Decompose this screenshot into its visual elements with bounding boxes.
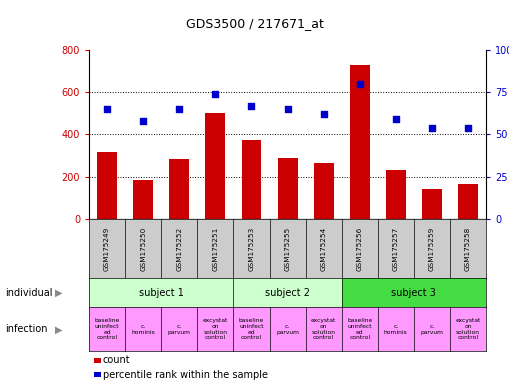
- Text: ▶: ▶: [55, 324, 62, 334]
- Text: individual: individual: [5, 288, 52, 298]
- Text: GSM175254: GSM175254: [321, 227, 327, 271]
- Point: [175, 106, 183, 112]
- Point: [320, 111, 328, 117]
- Text: baseline
uninfect
ed
control: baseline uninfect ed control: [239, 318, 264, 341]
- Point: [284, 106, 292, 112]
- Text: c.
hominis: c. hominis: [131, 324, 155, 335]
- Text: excystat
on
solution
control: excystat on solution control: [456, 318, 480, 341]
- Point: [247, 103, 256, 109]
- Bar: [422, 189, 442, 219]
- Text: GSM175256: GSM175256: [357, 227, 363, 271]
- Text: c.
hominis: c. hominis: [384, 324, 408, 335]
- Point: [392, 116, 400, 122]
- Text: GSM175253: GSM175253: [248, 227, 254, 271]
- Bar: [242, 140, 262, 219]
- Text: baseline
uninfect
ed
control: baseline uninfect ed control: [347, 318, 373, 341]
- Text: percentile rank within the sample: percentile rank within the sample: [103, 370, 268, 380]
- Bar: [458, 184, 478, 219]
- Text: c.
parvum: c. parvum: [276, 324, 299, 335]
- Bar: [350, 65, 370, 219]
- Bar: [314, 163, 333, 219]
- Bar: [206, 113, 225, 219]
- Bar: [277, 157, 297, 219]
- Point: [428, 124, 436, 131]
- Text: GSM175251: GSM175251: [212, 227, 218, 271]
- Point: [211, 91, 219, 97]
- Text: GDS3500 / 217671_at: GDS3500 / 217671_at: [186, 17, 323, 30]
- Text: GSM175259: GSM175259: [429, 227, 435, 271]
- Bar: [169, 159, 189, 219]
- Text: baseline
uninfect
ed
control: baseline uninfect ed control: [95, 318, 120, 341]
- Point: [139, 118, 147, 124]
- Text: count: count: [103, 356, 130, 366]
- Bar: [97, 152, 117, 219]
- Text: GSM175257: GSM175257: [393, 227, 399, 271]
- Text: excystat
on
solution
control: excystat on solution control: [203, 318, 228, 341]
- Point: [103, 106, 111, 112]
- Text: GSM175255: GSM175255: [285, 227, 291, 271]
- Text: c.
parvum: c. parvum: [168, 324, 191, 335]
- Point: [356, 81, 364, 87]
- Text: GSM175252: GSM175252: [176, 227, 182, 271]
- Text: excystat
on
solution
control: excystat on solution control: [311, 318, 336, 341]
- Text: subject 3: subject 3: [391, 288, 436, 298]
- Text: GSM175250: GSM175250: [140, 227, 146, 271]
- Text: subject 1: subject 1: [139, 288, 184, 298]
- Text: c.
parvum: c. parvum: [420, 324, 443, 335]
- Text: ▶: ▶: [55, 288, 62, 298]
- Point: [464, 124, 472, 131]
- Text: infection: infection: [5, 324, 47, 334]
- Text: GSM175258: GSM175258: [465, 227, 471, 271]
- Text: GSM175249: GSM175249: [104, 227, 110, 271]
- Bar: [386, 170, 406, 219]
- Text: subject 2: subject 2: [265, 288, 310, 298]
- Bar: [133, 180, 153, 219]
